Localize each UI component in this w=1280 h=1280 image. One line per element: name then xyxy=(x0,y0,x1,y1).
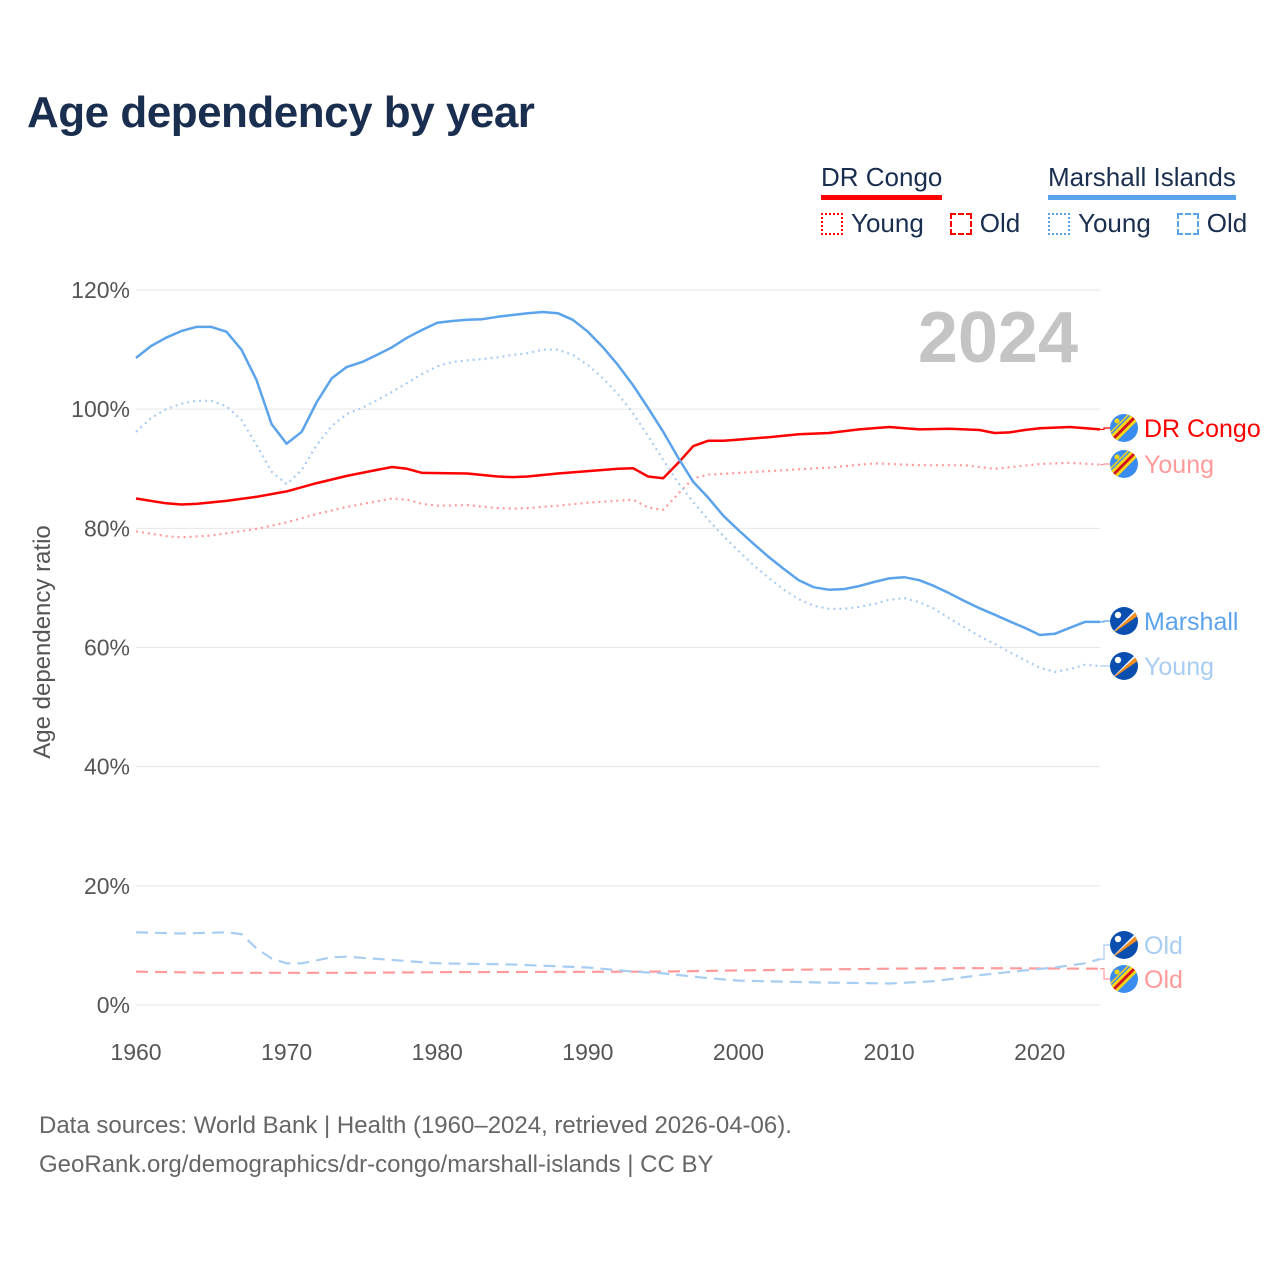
legend-country-label: Marshall Islands xyxy=(1048,162,1236,200)
label-connector xyxy=(1100,427,1110,431)
x-tick-label: 1960 xyxy=(110,1039,161,1065)
y-tick-label: 0% xyxy=(97,992,130,1018)
marshall-islands-flag-icon xyxy=(1109,606,1139,636)
dr-congo-flag-icon xyxy=(1109,413,1139,443)
y-axis-label: Age dependency ratio xyxy=(29,525,56,759)
dashed-swatch-icon xyxy=(1176,212,1199,235)
end-label-marshall-islands-young: Young xyxy=(1144,653,1214,681)
legend-item-young: Young xyxy=(851,208,924,238)
x-tick-label: 1970 xyxy=(261,1039,312,1065)
line-chart: 0% 20% 40% 60% 80% 100% 120% 1960 1970 1980 1990 20… xyxy=(29,277,1261,1065)
series-line-dr-congo-old xyxy=(135,967,1101,974)
x-tick-label: 1990 xyxy=(562,1039,613,1065)
legend-item-old: Old xyxy=(979,208,1021,238)
year-watermark: 2024 xyxy=(918,298,1078,378)
legend-country-label: DR Congo xyxy=(821,162,943,200)
series-line-marshall-islands-young xyxy=(135,348,1101,673)
marshall-islands-flag-icon xyxy=(1109,930,1139,960)
dr-congo-flag-icon xyxy=(1109,964,1139,994)
y-tick-label: 80% xyxy=(84,515,130,541)
x-tick-label: 2000 xyxy=(713,1039,764,1065)
end-label-dr-congo-young: Young xyxy=(1144,451,1214,479)
dashed-swatch-icon xyxy=(949,212,972,235)
x-tick-label: 2020 xyxy=(1014,1039,1065,1065)
series-line-dr-congo xyxy=(135,425,1101,506)
x-tick-label: 1980 xyxy=(412,1039,463,1065)
y-tick-label: 20% xyxy=(84,873,130,899)
footer: Data sources: World Bank | Health (1960–… xyxy=(39,1106,792,1184)
legend-item-young: Young xyxy=(1078,208,1151,238)
label-connector xyxy=(1100,463,1110,466)
dotted-swatch-icon xyxy=(1048,212,1070,235)
source-note: Data sources: World Bank | Health (1960–… xyxy=(39,1112,792,1139)
y-tick-label: 120% xyxy=(71,277,130,303)
label-connector xyxy=(1100,620,1110,623)
y-tick-label: 100% xyxy=(71,396,130,422)
label-connector xyxy=(1100,968,1110,980)
series-line-dr-congo-young xyxy=(135,461,1101,539)
marshall-islands-flag-icon xyxy=(1109,651,1139,681)
legend-item-old: Old xyxy=(1206,208,1248,238)
dotted-swatch-icon xyxy=(821,212,843,235)
source-url: GeoRank.org/demographics/dr-congo/marsha… xyxy=(39,1151,714,1178)
series-line-marshall-islands xyxy=(135,310,1100,637)
end-label-marshall-islands: Marshall xyxy=(1144,608,1238,636)
legend-dr-congo: DR Congo Young Old xyxy=(821,162,1020,239)
label-connector xyxy=(1100,944,1110,960)
chart-title: Age dependency by year xyxy=(27,88,535,137)
end-label-dr-congo: DR Congo xyxy=(1144,415,1261,443)
end-label-marshall-islands-old: Old xyxy=(1144,932,1183,960)
series-line-marshall-islands-old xyxy=(135,931,1101,985)
x-tick-label: 2010 xyxy=(864,1039,915,1065)
legend-marshall-islands: Marshall Islands Young Old xyxy=(1048,162,1247,239)
y-tick-label: 60% xyxy=(84,635,130,661)
dr-congo-flag-icon xyxy=(1109,449,1139,479)
end-label-dr-congo-old: Old xyxy=(1144,966,1183,994)
y-tick-label: 40% xyxy=(84,754,130,780)
